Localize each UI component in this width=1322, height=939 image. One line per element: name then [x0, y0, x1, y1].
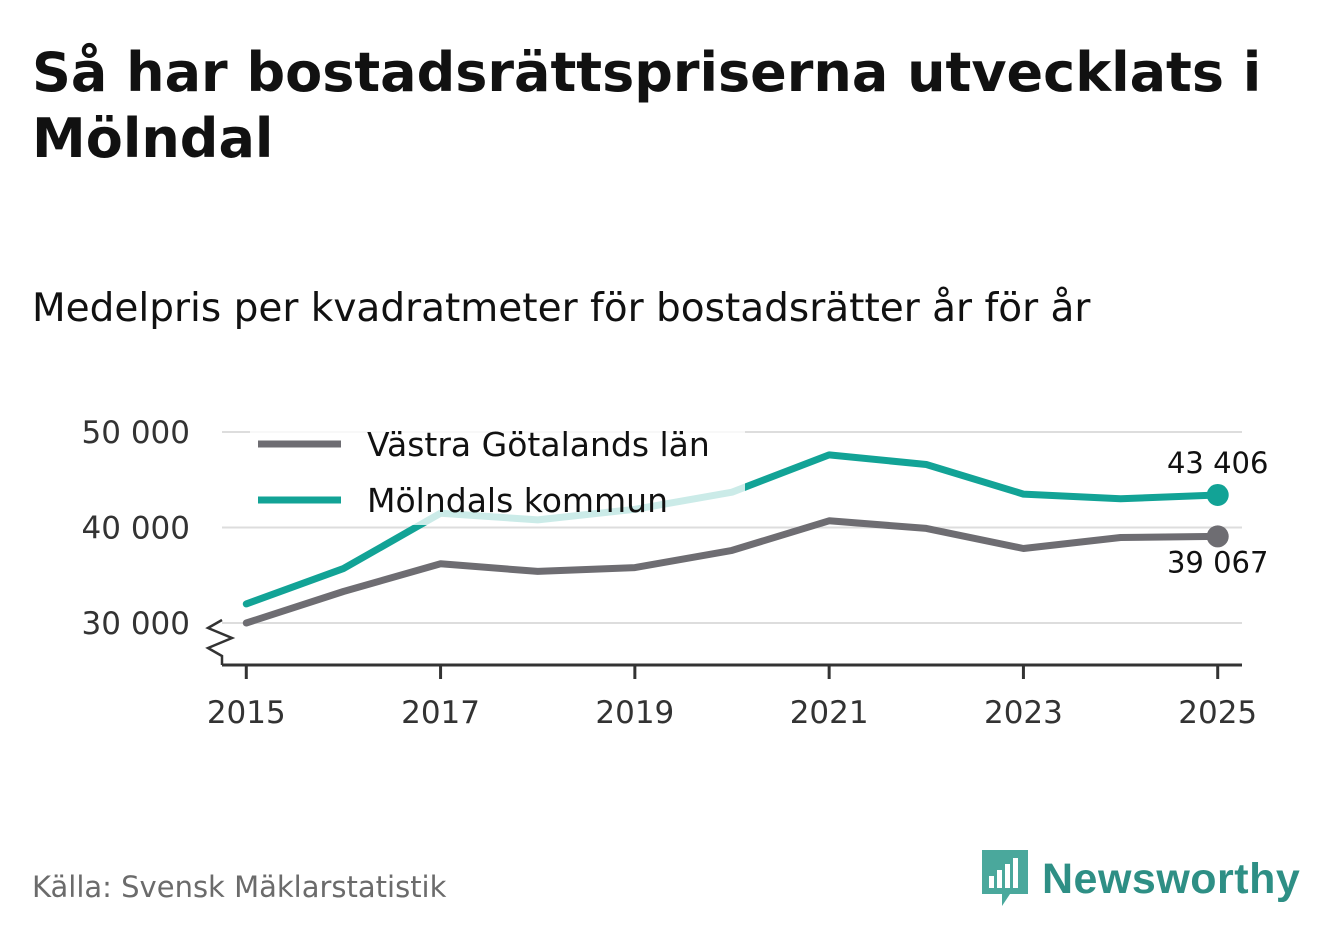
y-axis-break: [205, 618, 236, 665]
end-label-molndals-kommun: 43 406: [1167, 446, 1268, 480]
chart-title: Så har bostadsrättspriserna utvecklats i…: [32, 41, 1262, 170]
x-tick-label-2023: 2023: [984, 695, 1063, 731]
x-tick-label-2019: 2019: [595, 695, 674, 731]
chart-subtitle: Medelpris per kvadratmeter för bostadsrä…: [32, 286, 1091, 331]
y-tick-label-40000: 40 000: [82, 510, 190, 546]
source-note: Källa: Svensk Mäklarstatistik: [32, 870, 447, 904]
x-tick-label-2017: 2017: [401, 695, 480, 731]
legend-label-vastra-gotalands-lan: Västra Götalands län: [367, 425, 710, 464]
brand-name: Newsworthy: [1042, 854, 1301, 903]
y-tick-label-50000: 50 000: [82, 415, 190, 451]
legend-label-molndals-kommun: Mölndals kommun: [367, 481, 668, 520]
newsworthy-chart-icon: [982, 850, 1028, 906]
newsworthy-logo[interactable]: Newsworthy: [980, 848, 1300, 910]
end-point-molndals-kommun: [1206, 483, 1229, 506]
end-markers: 43 406 39 067: [1167, 446, 1268, 579]
end-label-vastra-gotalands-lan: 39 067: [1167, 545, 1268, 579]
x-tick-label-2015: 2015: [207, 695, 286, 731]
line-chart: 30 000 40 000 50 000 2015 2017 2019 2021 2023 20…: [82, 415, 1268, 731]
tick-labels: 30 000 40 000 50 000 2015 2017 2019 2021 2023 20…: [82, 415, 1258, 731]
legend-background: [250, 415, 745, 525]
x-tick-label-2025: 2025: [1178, 695, 1257, 731]
x-axis: [205, 618, 1242, 679]
series-line-vastra-gotalands-lan: [242, 517, 1222, 627]
legend: Västra Götalands län Mölndals kommun: [250, 415, 745, 525]
x-tick-label-2021: 2021: [790, 695, 869, 731]
y-tick-label-30000: 30 000: [82, 606, 190, 642]
end-point-vastra-gotalands-lan: [1206, 525, 1229, 548]
